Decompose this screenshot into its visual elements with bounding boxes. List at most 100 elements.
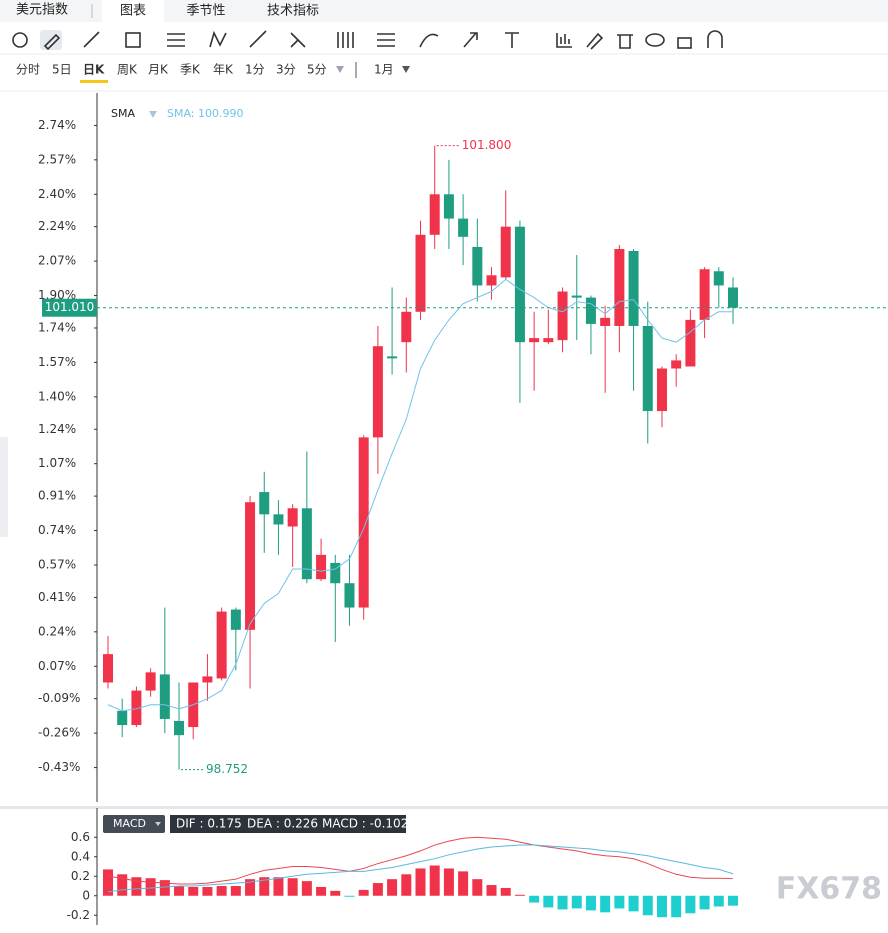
tool-icon[interactable] — [463, 32, 478, 48]
candle-body — [330, 562, 341, 584]
candle-body — [358, 437, 369, 608]
tool-icon[interactable] — [586, 32, 604, 50]
side-handle[interactable] — [0, 437, 8, 537]
candle-body — [344, 583, 355, 608]
macd-bar — [287, 878, 298, 896]
y-tick-label: -0.26% — [38, 726, 80, 740]
macd-bar — [500, 887, 511, 896]
period[interactable]: 1分 — [245, 63, 265, 77]
candle-body — [301, 508, 312, 580]
macd-bar — [259, 877, 270, 896]
dropdown — [336, 66, 344, 73]
candle-body — [571, 295, 582, 298]
y-tick-label: 0.07% — [38, 659, 76, 673]
tool-icon[interactable] — [645, 33, 665, 47]
candle-body — [600, 317, 611, 326]
macd-line — [107, 844, 734, 893]
macd-bar — [245, 879, 256, 896]
period[interactable]: 周K — [117, 63, 138, 77]
period[interactable]: 日K — [83, 63, 105, 77]
period[interactable]: 季K — [180, 63, 201, 77]
candle-body — [458, 218, 469, 237]
tool-icon[interactable] — [83, 31, 100, 48]
tab[interactable]: 图表 — [120, 4, 146, 19]
y-tick-label: 1.40% — [38, 389, 76, 403]
candle-body — [713, 271, 724, 286]
candle-body — [387, 356, 398, 359]
tool-icon[interactable] — [249, 30, 267, 48]
period[interactable]: 5日 — [52, 63, 72, 77]
tool-icon[interactable] — [290, 32, 306, 48]
tool-icon[interactable] — [377, 33, 395, 47]
tool-icon[interactable] — [43, 33, 61, 51]
macd-bar — [330, 890, 341, 896]
macd-bar — [216, 886, 227, 896]
macd-bar — [486, 885, 497, 896]
values-box — [170, 815, 406, 833]
macd-bar — [387, 879, 398, 896]
tool-icon[interactable] — [505, 32, 519, 48]
y-tick-label: 1.90% — [38, 288, 76, 302]
macd-bar — [600, 895, 611, 913]
dropdown — [402, 66, 410, 73]
y-tick-label: 1.74% — [38, 320, 76, 334]
candle-body — [259, 492, 270, 515]
period[interactable]: 月K — [148, 63, 169, 77]
macd-bar — [628, 895, 639, 912]
candle-body — [642, 325, 653, 412]
macd-bar — [145, 878, 156, 896]
indicator-box[interactable] — [103, 815, 165, 833]
tool-icon[interactable] — [337, 32, 354, 48]
macd-bar — [543, 895, 554, 908]
tool-icon[interactable] — [167, 33, 185, 47]
tool-icon[interactable] — [125, 32, 141, 48]
last-price-box — [42, 298, 97, 317]
period-underline — [80, 80, 108, 83]
candle-body — [585, 297, 596, 324]
tool-icon[interactable] — [556, 33, 572, 48]
period[interactable]: 5分 — [307, 63, 327, 77]
macd-bar — [301, 881, 312, 896]
tool-icon[interactable] — [209, 30, 227, 48]
y-tick-label: 0.4 — [71, 849, 90, 863]
y-tick-label: 0.57% — [38, 557, 76, 571]
tab[interactable]: 技术指标 — [267, 4, 319, 19]
legend-toggle — [149, 111, 157, 118]
candle-body — [245, 502, 256, 630]
macd-bar — [401, 874, 412, 896]
tool-icon[interactable] — [12, 32, 28, 48]
macd-bar — [585, 895, 596, 911]
candle-body — [159, 674, 170, 719]
tool-icon[interactable] — [677, 37, 692, 49]
y-tick-label: 1.57% — [38, 355, 76, 369]
period[interactable]: 年K — [213, 63, 234, 77]
macd-bar — [557, 895, 568, 910]
tab[interactable]: 季节性 — [186, 4, 225, 19]
candle-body — [500, 226, 511, 278]
tool-icon[interactable] — [707, 30, 723, 48]
y-tick-label: 0.24% — [38, 624, 76, 638]
macd-bar — [230, 886, 241, 896]
sma-line — [107, 278, 733, 712]
macd-bar — [514, 894, 525, 896]
macd-bar — [358, 889, 369, 896]
period[interactable]: 1月 — [374, 63, 394, 77]
period[interactable]: 分时 — [16, 63, 40, 77]
candle-body — [685, 319, 696, 367]
macd-bar — [316, 886, 327, 896]
tab-bar — [0, 0, 888, 22]
tool-icon[interactable] — [617, 34, 633, 49]
candle-body — [728, 287, 738, 308]
y-tick-label: 0.6 — [71, 830, 90, 844]
legend-name: SMA — [111, 107, 135, 120]
candle-body — [443, 194, 454, 219]
macd-bar — [728, 895, 738, 906]
macd-bar — [188, 886, 199, 896]
period[interactable]: 3分 — [276, 63, 296, 77]
y-tick-label: 0.74% — [38, 523, 76, 537]
tool-icon[interactable] — [419, 33, 439, 48]
y-tick-label: 1.07% — [38, 456, 76, 470]
candle-body — [216, 611, 227, 679]
candle-body — [656, 368, 667, 412]
last-price-label: 101.010 — [45, 300, 95, 314]
